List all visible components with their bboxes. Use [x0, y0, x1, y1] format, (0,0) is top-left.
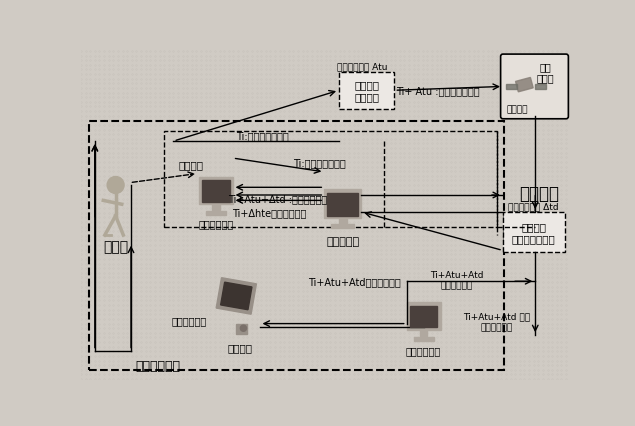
Text: 必要干预: 必要干预 — [178, 160, 204, 170]
Bar — [331, 225, 354, 229]
Bar — [89, 122, 504, 370]
Text: 虚拟视觉信息: 虚拟视觉信息 — [171, 315, 206, 325]
Bar — [406, 302, 441, 330]
Text: Ti+Δhte同步仿真状态: Ti+Δhte同步仿真状态 — [232, 207, 307, 217]
Text: Ti:何服拟控制指令: Ti:何服拟控制指令 — [293, 158, 346, 167]
Polygon shape — [220, 282, 252, 310]
Text: Ti+Atu+Δtd :反馈控制数据: Ti+Atu+Δtd :反馈控制数据 — [228, 194, 327, 204]
Bar — [328, 193, 358, 216]
Bar — [410, 306, 438, 328]
Text: 监控显示: 监控显示 — [228, 343, 253, 353]
Text: 運控指令终端: 運控指令终端 — [198, 218, 233, 228]
Text: 同步控制器: 同步控制器 — [326, 237, 359, 247]
Text: 地面控制中心: 地面控制中心 — [135, 360, 180, 373]
Text: Ti:何服拟控制指令: Ti:何服拟控制指令 — [236, 131, 288, 141]
Text: 操作者: 操作者 — [103, 240, 128, 254]
Text: 上行帧路时为 Atu: 上行帧路时为 Atu — [337, 62, 387, 71]
Circle shape — [107, 177, 124, 194]
Bar — [202, 181, 230, 202]
Bar — [212, 203, 220, 211]
Bar — [339, 72, 394, 109]
Bar — [339, 217, 347, 225]
Circle shape — [241, 325, 246, 331]
Polygon shape — [216, 278, 257, 314]
Text: 空间环境: 空间环境 — [506, 105, 528, 114]
Text: 下行信道
（運控、数传）: 下行信道 （運控、数传） — [512, 222, 556, 243]
Text: 上行信道
（運控）: 上行信道 （運控） — [354, 80, 379, 102]
Bar — [236, 325, 246, 334]
Text: Ti+Atu+Atd 接收
星上反馈数据: Ti+Atu+Atd 接收 星上反馈数据 — [463, 312, 530, 331]
Bar — [420, 328, 427, 336]
Text: 下行数据处理: 下行数据处理 — [406, 346, 441, 356]
Text: Ti+Atu+Atd
星上实际状态: Ti+Atu+Atd 星上实际状态 — [430, 271, 483, 290]
Text: 空间
机器人: 空间 机器人 — [537, 62, 554, 83]
FancyBboxPatch shape — [500, 55, 568, 119]
Bar — [164, 132, 497, 228]
Text: Ti+ Atu :何服拟控制指令: Ti+ Atu :何服拟控制指令 — [396, 86, 480, 96]
Text: 空间系统: 空间系统 — [519, 184, 559, 202]
Bar — [535, 85, 546, 89]
Bar — [206, 212, 225, 216]
Bar — [503, 213, 565, 252]
Text: 下行帧路时为 Δtd: 下行帧路时为 Δtd — [509, 202, 559, 211]
Bar — [516, 78, 533, 92]
Bar — [506, 85, 517, 89]
Bar — [199, 177, 232, 205]
Bar — [324, 190, 361, 219]
Text: Ti+Atu+Atd星上实际状态: Ti+Atu+Atd星上实际状态 — [308, 276, 401, 287]
Bar — [413, 337, 434, 341]
